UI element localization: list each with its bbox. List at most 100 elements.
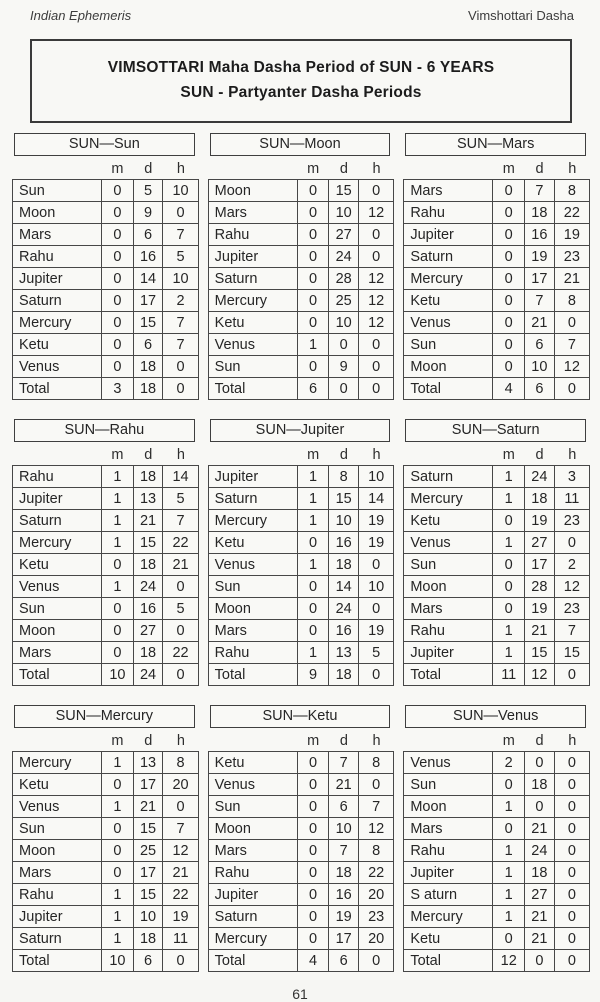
planet-name-cell: Rahu xyxy=(11,465,103,488)
planet-name-cell: Mercury xyxy=(207,289,298,312)
planet-name-cell: Jupiter xyxy=(207,465,298,488)
days-cell: 17 xyxy=(132,861,164,884)
months-cell: 0 xyxy=(492,201,525,224)
months-cell: 0 xyxy=(101,861,134,884)
months-cell: 0 xyxy=(492,597,525,620)
planet-row: Mars 0 17 21 xyxy=(11,861,199,884)
hours-cell: 23 xyxy=(358,905,395,928)
column-header-d: d xyxy=(339,161,348,177)
planet-name-cell: Total xyxy=(11,663,103,686)
planet-row: Venus 1 0 0 xyxy=(207,333,395,356)
days-cell: 19 xyxy=(524,245,555,268)
months-cell: 0 xyxy=(296,795,330,818)
column-header-spacer xyxy=(403,447,493,463)
months-cell: 0 xyxy=(296,311,330,334)
planet-name-cell: Sun xyxy=(207,795,298,818)
planet-name-cell: Saturn xyxy=(207,905,298,928)
planet-row: Sun 0 16 5 xyxy=(11,597,199,620)
planet-name-cell: Moon xyxy=(403,795,494,818)
hours-cell: 0 xyxy=(553,311,591,334)
days-cell: 15 xyxy=(132,531,164,554)
planet-row: Ketu 0 21 0 xyxy=(403,927,591,950)
planet-name-cell: Moon xyxy=(11,619,103,642)
hours-cell: 22 xyxy=(162,641,199,664)
planet-row: S aturn 1 27 0 xyxy=(403,883,591,906)
months-cell: 1 xyxy=(492,641,525,664)
planet-row: Rahu 1 13 5 xyxy=(207,641,395,664)
planet-row: Venus 1 27 0 xyxy=(403,531,591,554)
months-cell: 3 xyxy=(101,377,134,400)
months-cell: 0 xyxy=(101,773,134,796)
hours-cell: 14 xyxy=(162,465,199,488)
planet-name-cell: Sun xyxy=(11,817,103,840)
planet-row: Mars 0 7 8 xyxy=(403,179,591,202)
hours-cell: 8 xyxy=(358,751,395,774)
months-cell: 0 xyxy=(296,905,330,928)
hours-cell: 12 xyxy=(358,201,395,224)
hours-cell: 5 xyxy=(162,487,199,510)
days-cell: 21 xyxy=(524,927,555,950)
days-cell: 15 xyxy=(132,817,164,840)
hours-cell: 0 xyxy=(553,905,591,928)
days-cell: 10 xyxy=(328,509,360,532)
months-cell: 0 xyxy=(492,927,525,950)
days-cell: 13 xyxy=(328,641,360,664)
planet-row: Mercury 1 21 0 xyxy=(403,905,591,928)
hours-cell: 5 xyxy=(358,641,395,664)
months-cell: 10 xyxy=(101,949,134,972)
planet-name-cell: Venus xyxy=(403,311,494,334)
planet-name-cell: Rahu xyxy=(11,245,103,268)
planet-name-cell: Sun xyxy=(403,333,494,356)
column-header-m: m xyxy=(307,733,320,749)
planet-row: Sun 0 5 10 xyxy=(11,179,199,202)
column-header-spacer xyxy=(12,161,102,177)
planet-name-cell: Ketu xyxy=(11,773,103,796)
planet-row: Mercury 1 13 8 xyxy=(11,751,199,774)
dasha-period-table: Sun 0 5 10 Moon 0 9 0 Mars 0 6 7 Rahu 0 16 5 Jupiter 0 14 1… xyxy=(11,179,199,400)
hours-cell: 15 xyxy=(553,641,591,664)
planet-name-cell: Mercury xyxy=(403,487,494,510)
months-cell: 0 xyxy=(492,289,525,312)
planet-row: Jupiter 0 24 0 xyxy=(207,245,395,268)
planet-name-cell: Total xyxy=(207,949,298,972)
days-cell: 0 xyxy=(328,377,360,400)
total-row: Total 4 6 0 xyxy=(207,949,395,972)
months-cell: 0 xyxy=(296,245,330,268)
hours-cell: 19 xyxy=(553,223,591,246)
hours-cell: 0 xyxy=(553,773,591,796)
months-cell: 1 xyxy=(492,861,525,884)
months-cell: 1 xyxy=(296,487,330,510)
dasha-period-table: Venus 2 0 0 Sun 0 18 0 Moon 1 0 0 Mars 0 21 0 Rahu 1 24 0 Ju… xyxy=(403,751,591,972)
planet-row: Venus 0 18 0 xyxy=(11,355,199,378)
days-cell: 16 xyxy=(524,223,555,246)
column-header-m: m xyxy=(502,447,515,463)
column-header-d: d xyxy=(535,161,544,177)
days-cell: 8 xyxy=(328,465,360,488)
days-cell: 16 xyxy=(132,245,164,268)
column-header-d: d xyxy=(339,733,348,749)
days-cell: 6 xyxy=(328,949,360,972)
planet-row: Moon 0 10 12 xyxy=(207,817,395,840)
planet-row: Mars 0 10 12 xyxy=(207,201,395,224)
months-cell: 1 xyxy=(492,487,525,510)
days-cell: 12 xyxy=(524,663,555,686)
dasha-table: SUN—Venus m d h Venus 2 0 0 Sun 0 18 0 Moon 1 0 0 Ma… xyxy=(403,705,591,972)
days-cell: 21 xyxy=(132,795,164,818)
hours-cell: 0 xyxy=(358,663,395,686)
days-cell: 24 xyxy=(132,663,164,686)
days-cell: 25 xyxy=(132,839,164,862)
months-cell: 0 xyxy=(492,773,525,796)
planet-row: Saturn 1 24 3 xyxy=(403,465,591,488)
days-cell: 9 xyxy=(328,355,360,378)
planet-row: Mars 0 16 19 xyxy=(207,619,395,642)
planet-name-cell: Venus xyxy=(11,355,103,378)
months-cell: 1 xyxy=(492,905,525,928)
planet-row: Sun 0 17 2 xyxy=(403,553,591,576)
planet-name-cell: Saturn xyxy=(11,509,103,532)
planet-name-cell: Rahu xyxy=(207,861,298,884)
planet-name-cell: Mars xyxy=(11,861,103,884)
days-cell: 17 xyxy=(132,773,164,796)
months-cell: 0 xyxy=(492,817,525,840)
hours-cell: 7 xyxy=(162,509,199,532)
column-header-h: h xyxy=(372,733,381,749)
